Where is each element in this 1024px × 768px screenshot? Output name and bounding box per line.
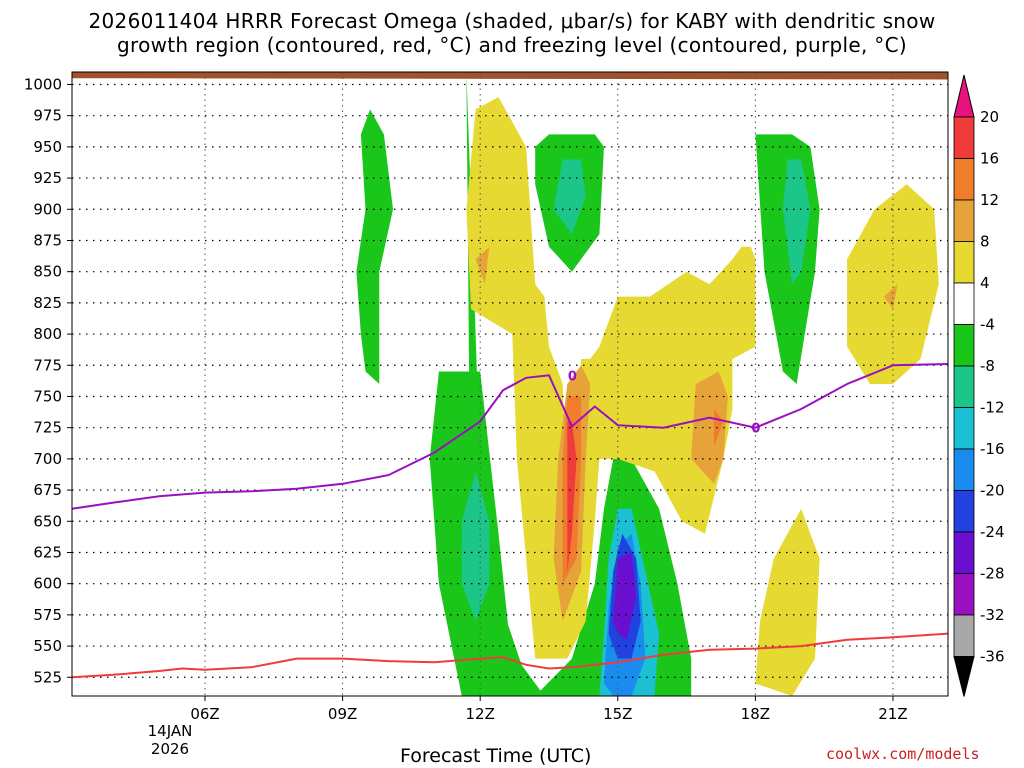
y-tick-label-650: 650 — [33, 512, 62, 530]
omega-region-sinking-0 — [466, 97, 572, 659]
x-tick-label-09Z: 09Z — [328, 705, 357, 723]
y-tick-label-975: 975 — [33, 107, 62, 125]
colorbar-bin-10 — [953, 490, 975, 533]
credit-text: coolwx.com/models — [826, 745, 980, 763]
x-tick-label-12Z: 12Z — [466, 705, 495, 723]
y-tick-label-750: 750 — [33, 387, 62, 405]
omega-region-sinking-7 — [475, 246, 490, 285]
x-tick-label-18Z: 18Z — [741, 705, 770, 723]
y-tick-label-850: 850 — [33, 263, 62, 281]
colorbar-bin-9 — [953, 448, 975, 491]
colorbar-label-12: -32 — [980, 606, 1005, 624]
omega-region-rising-7 — [356, 109, 393, 385]
chart-title-line-1: 2026011404 HRRR Forecast Omega (shaded, … — [88, 9, 936, 33]
omega-region-sinking-1 — [567, 246, 756, 659]
colorbar-label-5: -4 — [980, 316, 995, 334]
y-tick-label-675: 675 — [33, 481, 62, 499]
colorbar-label-2: 12 — [980, 191, 999, 209]
colorbar-bin-13 — [953, 614, 975, 657]
omega-region-sinking-10 — [883, 284, 898, 310]
colorbar-label-6: -8 — [980, 357, 995, 375]
colorbar-label-11: -28 — [980, 565, 1005, 583]
plot-frame — [71, 71, 949, 697]
terrain-strip — [72, 72, 948, 80]
colorbar-bin-11 — [953, 531, 975, 574]
y-tick-label-900: 900 — [33, 200, 62, 218]
colorbar-label-8: -16 — [980, 440, 1005, 458]
omega-region-rising-11 — [782, 159, 811, 285]
y-tick-label-1000: 1000 — [24, 75, 62, 93]
omega-region-rising-5 — [613, 552, 637, 640]
colorbar-label-3: 8 — [980, 233, 990, 251]
omega-region-rising-6 — [461, 471, 490, 622]
y-tick-label-550: 550 — [33, 637, 62, 655]
date-day-label: 14JAN — [147, 722, 193, 740]
x-axis-label: Forecast Time (UTC) — [400, 745, 592, 767]
colorbar-bin-3 — [953, 199, 975, 242]
y-tick-label-950: 950 — [33, 138, 62, 156]
colorbar-label-10: -24 — [980, 523, 1005, 541]
date-year-label: 2026 — [150, 740, 190, 758]
y-tick-label-800: 800 — [33, 325, 62, 343]
chart-title-line-2: growth region (contoured, red, °C) and f… — [117, 33, 907, 57]
y-tick-label-700: 700 — [33, 450, 62, 468]
freezing-level-line — [72, 363, 948, 510]
colorbar-label-1: 16 — [980, 150, 999, 168]
freezing-level-label-0: 0 — [568, 369, 577, 384]
colorbar-bin-12 — [953, 573, 975, 616]
omega-region-rising-9 — [553, 159, 586, 235]
y-tick-label-625: 625 — [33, 543, 62, 561]
y-tick-label-925: 925 — [33, 169, 62, 187]
y-tick-label-875: 875 — [33, 231, 62, 249]
colorbar-bin-8 — [953, 407, 975, 450]
colorbar-bottom-arrow — [953, 656, 975, 697]
colorbar-bin-4 — [953, 241, 975, 284]
colorbar-bin-7 — [953, 365, 975, 408]
colorbar-label-0: 20 — [980, 108, 999, 126]
dgz-contour-line — [72, 632, 948, 679]
omega-region-rising-0 — [429, 72, 545, 696]
colorbar-label-4: 4 — [980, 274, 990, 292]
colorbar-top-arrow — [953, 74, 975, 118]
colorbar-bin-5 — [953, 282, 975, 325]
y-tick-label-725: 725 — [33, 419, 62, 437]
y-tick-label-775: 775 — [33, 356, 62, 374]
colorbar-label-7: -12 — [980, 399, 1005, 417]
y-tick-label-825: 825 — [33, 294, 62, 312]
colorbar-bin-2 — [953, 158, 975, 201]
y-tick-label-600: 600 — [33, 575, 62, 593]
colorbar-label-13: -36 — [980, 648, 1005, 666]
omega-region-sinking-9 — [847, 184, 939, 384]
x-tick-label-15Z: 15Z — [603, 705, 632, 723]
y-tick-label-525: 525 — [33, 668, 62, 686]
x-tick-label-06Z: 06Z — [190, 705, 219, 723]
x-tick-label-21Z: 21Z — [878, 705, 907, 723]
colorbar-bin-6 — [953, 324, 975, 367]
colorbar-bin-1 — [953, 116, 975, 159]
omega-region-sinking-8 — [755, 508, 820, 696]
freezing-level-label-1: 0 — [751, 422, 760, 437]
y-tick-label-575: 575 — [33, 606, 62, 624]
colorbar-label-9: -20 — [980, 482, 1005, 500]
